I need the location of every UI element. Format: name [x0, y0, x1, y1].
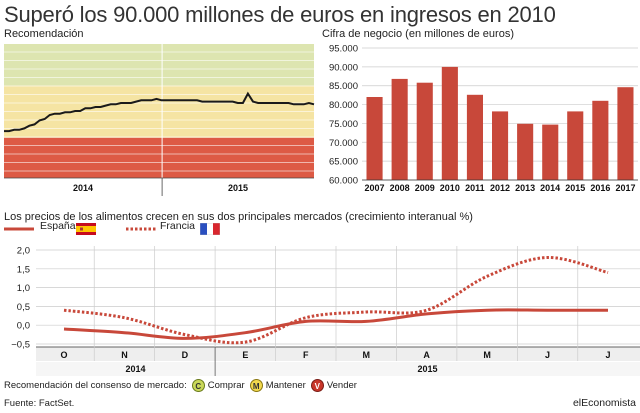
x-tick-label: 2014 [540, 183, 560, 193]
recommendation-line [4, 91, 315, 133]
consensus-legend: Recomendación del consenso de mercado: C… [4, 379, 357, 392]
x-tick-label: 2011 [465, 183, 485, 193]
x-tick-label: D [182, 350, 189, 360]
y-tick-label: 80.000 [329, 100, 358, 111]
bar [492, 111, 509, 180]
y-tick-label: 1,0 [17, 283, 30, 294]
y-tick-label: 90.000 [329, 62, 358, 73]
revenue-title: Cifra de negocio (en millones de euros) [322, 28, 514, 40]
x-tick-label: M [483, 350, 491, 360]
x-tick-label: 2014 [73, 183, 93, 193]
hold-label: Mantener [265, 380, 306, 391]
x-tick-label: F [303, 350, 309, 360]
y-tick-label: 2,0 [17, 246, 30, 257]
x-tick-label: O [60, 350, 67, 360]
x-tick-label: M [362, 350, 370, 360]
y-tick-label: 85.000 [329, 81, 358, 92]
x-tick-label: 2009 [415, 183, 435, 193]
buy-badge-icon: C [191, 379, 205, 392]
series-france-line [63, 255, 609, 345]
consensus-legend-prefix: Recomendación del consenso de mercado: [4, 380, 187, 391]
year-label: 2014 [126, 364, 146, 374]
bar [441, 66, 458, 180]
x-tick-label: 2007 [365, 183, 385, 193]
bar [517, 123, 534, 180]
buy-zone [4, 44, 314, 86]
prices-title: Los precios de los alimentos crecen en s… [4, 211, 473, 223]
source-note: Fuente: FactSet. [4, 398, 75, 409]
bar [542, 124, 559, 180]
sell-badge-icon: V [310, 379, 324, 392]
y-tick-label: −0,5 [11, 340, 30, 351]
spain-flag-icon [76, 222, 96, 240]
sell-zone [4, 137, 314, 178]
y-tick-label: 1,5 [17, 264, 30, 275]
y-tick-label: 60.000 [329, 176, 358, 187]
year-label: 2015 [418, 364, 438, 374]
x-tick-label: 2012 [490, 183, 510, 193]
legend-spain-label: España [40, 220, 76, 232]
recommendation-title: Recomendación [4, 28, 84, 40]
y-tick-label: 95.000 [329, 44, 358, 55]
sell-label: Vender [326, 380, 357, 391]
x-tick-label: 2017 [615, 183, 635, 193]
x-tick-label: 2016 [590, 183, 610, 193]
x-tick-label: J [605, 350, 610, 360]
food-prices-line-chart: 2,0 1,5 1,0 0,5 0,0 −0,5 O N D E F M A M J J 2014 2015 [4, 227, 640, 376]
y-tick-label: 65.000 [329, 157, 358, 168]
france-flag-icon [199, 222, 221, 240]
y-tick-label: 70.000 [329, 138, 358, 149]
x-tick-label: E [242, 350, 248, 360]
bar [567, 111, 584, 180]
x-tick-label: N [121, 350, 128, 360]
buy-label: Comprar [207, 380, 245, 391]
bar [391, 78, 408, 180]
x-tick-label: 2008 [390, 183, 410, 193]
brand-logo: elEconomista [572, 397, 636, 409]
x-tick-label: J [545, 350, 550, 360]
x-tick-label: 2013 [515, 183, 535, 193]
revenue-bar-chart: 60.000 65.000 70.000 75.000 80.000 85.000 90.0… [329, 44, 638, 193]
x-tick-label: 2015 [228, 183, 248, 193]
bar [366, 97, 383, 180]
series-spain-line [63, 308, 608, 340]
bar [416, 82, 433, 180]
hold-badge-icon: M [249, 379, 263, 392]
month-band [36, 347, 640, 361]
y-tick-label: 75.000 [329, 119, 358, 130]
recommendation-chart: 2014 2015 [4, 44, 315, 196]
y-tick-label: 0,0 [17, 321, 30, 332]
y-tick-label: 0,5 [17, 302, 30, 313]
legend-france-label: Francia [160, 220, 196, 232]
x-tick-label: A [423, 350, 430, 360]
year-band [36, 362, 640, 376]
bar [466, 94, 483, 180]
x-tick-label: 2010 [440, 183, 460, 193]
headline: Superó los 90.000 millones de euros en i… [4, 2, 556, 27]
bar [592, 100, 609, 180]
bar [617, 87, 634, 180]
x-tick-label: 2015 [565, 183, 585, 193]
